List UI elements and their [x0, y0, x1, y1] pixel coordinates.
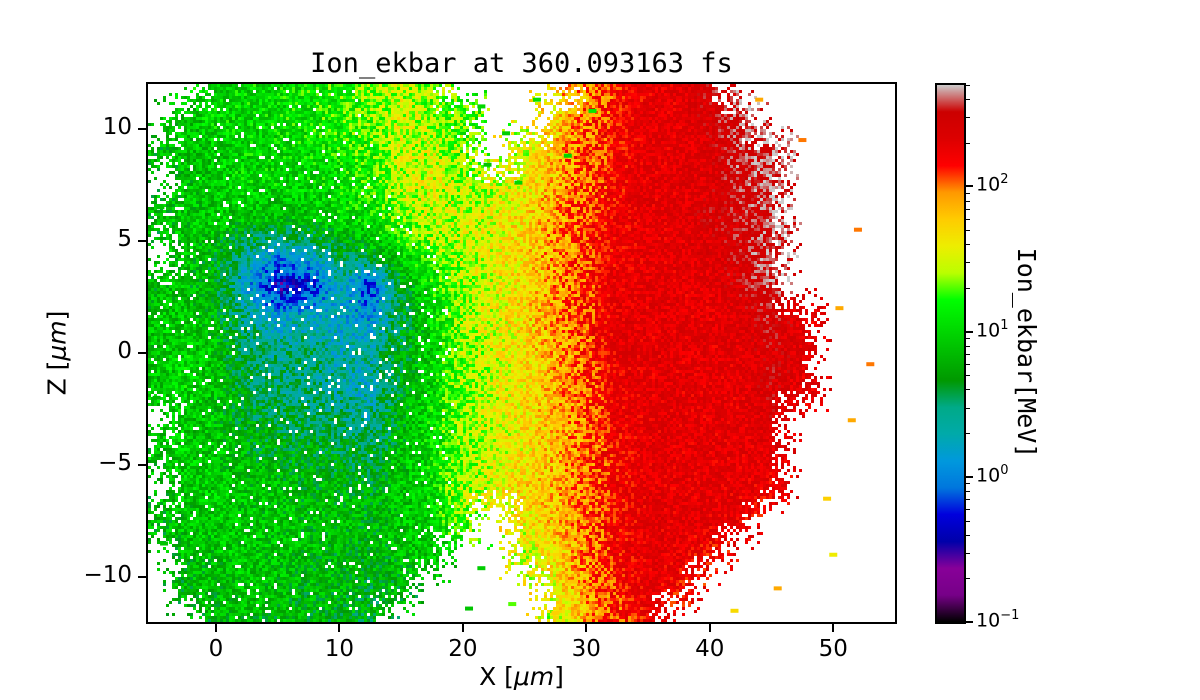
colorbar-minor-tick-mark: [966, 375, 970, 377]
colorbar-minor-tick-mark: [966, 433, 970, 435]
colorbar-minor-tick-mark: [966, 287, 970, 289]
colorbar-minor-tick-mark: [966, 483, 970, 485]
x-tick-mark: [338, 624, 341, 632]
x-tick-label: 30: [571, 636, 601, 662]
colorbar-minor-tick-mark: [966, 244, 970, 246]
colorbar-minor-tick-mark: [966, 534, 970, 536]
colorbar-label: Ion_ekbar[MeV]: [1012, 247, 1041, 459]
colorbar-minor-tick-mark: [966, 354, 970, 356]
y-tick-mark: [138, 576, 146, 579]
colorbar-minor-tick-mark: [966, 509, 970, 511]
y-tick-label: 5: [117, 225, 132, 252]
colorbar-minor-tick-mark: [966, 262, 970, 264]
colorbar-minor-tick-mark: [966, 552, 970, 554]
x-tick-label: 0: [208, 636, 224, 662]
colorbar-tick-label: 10−1: [976, 608, 1020, 632]
x-tick-mark: [832, 624, 835, 632]
colorbar-tick-label: 102: [976, 172, 1009, 196]
colorbar-tick-label: 101: [976, 317, 1009, 341]
x-axis-label: X [μm]: [479, 662, 564, 691]
colorbar-gradient: [937, 85, 964, 622]
colorbar-minor-tick-mark: [966, 117, 970, 119]
colorbar-minor-tick-mark: [966, 193, 970, 195]
colorbar-minor-tick-mark: [966, 363, 970, 365]
y-tick-label: 10: [102, 113, 132, 140]
colorbar-minor-tick-mark: [966, 578, 970, 580]
x-tick-mark: [461, 624, 464, 632]
colorbar-tick-mark: [966, 330, 973, 333]
colorbar-minor-tick-mark: [966, 389, 970, 391]
colorbar-tick-mark: [966, 185, 973, 188]
plot-title: Ion_ekbar at 360.093163 fs: [310, 48, 733, 79]
y-tick-mark: [138, 464, 146, 467]
y-tick-mark: [138, 352, 146, 354]
x-tick-label: 40: [695, 636, 725, 662]
colorbar-tick-mark: [966, 475, 973, 478]
colorbar-tick-mark: [966, 621, 973, 623]
x-tick-label: 20: [448, 636, 478, 662]
y-tick-mark: [138, 127, 146, 130]
y-tick-label: −5: [98, 450, 132, 477]
x-tick-mark: [585, 624, 588, 632]
colorbar-minor-tick-mark: [966, 85, 970, 86]
x-tick-label: 10: [324, 636, 355, 662]
colorbar-minor-tick-mark: [966, 338, 970, 340]
colorbar-minor-tick-mark: [966, 99, 970, 101]
plot-frame: [146, 82, 897, 624]
heatmap-canvas: [148, 84, 895, 622]
colorbar-minor-tick-mark: [966, 230, 970, 232]
x-tick-mark: [214, 624, 217, 632]
y-tick-label: −10: [83, 562, 132, 589]
x-tick-mark: [708, 624, 711, 632]
colorbar-minor-tick-mark: [966, 520, 970, 522]
colorbar-minor-tick-mark: [966, 218, 970, 220]
colorbar-tick-label: 100: [976, 462, 1009, 487]
colorbar-minor-tick-mark: [966, 142, 970, 144]
x-tick-label: 50: [818, 636, 848, 662]
colorbar-minor-tick-mark: [966, 490, 970, 492]
colorbar-frame: [935, 83, 966, 624]
colorbar-minor-tick-mark: [966, 407, 970, 409]
colorbar-minor-tick-mark: [966, 345, 970, 347]
colorbar-minor-tick-mark: [966, 200, 970, 202]
colorbar-minor-tick-mark: [966, 208, 970, 210]
y-tick-label: 0: [117, 338, 132, 364]
y-tick-mark: [138, 239, 146, 242]
colorbar-minor-tick-mark: [966, 499, 970, 501]
